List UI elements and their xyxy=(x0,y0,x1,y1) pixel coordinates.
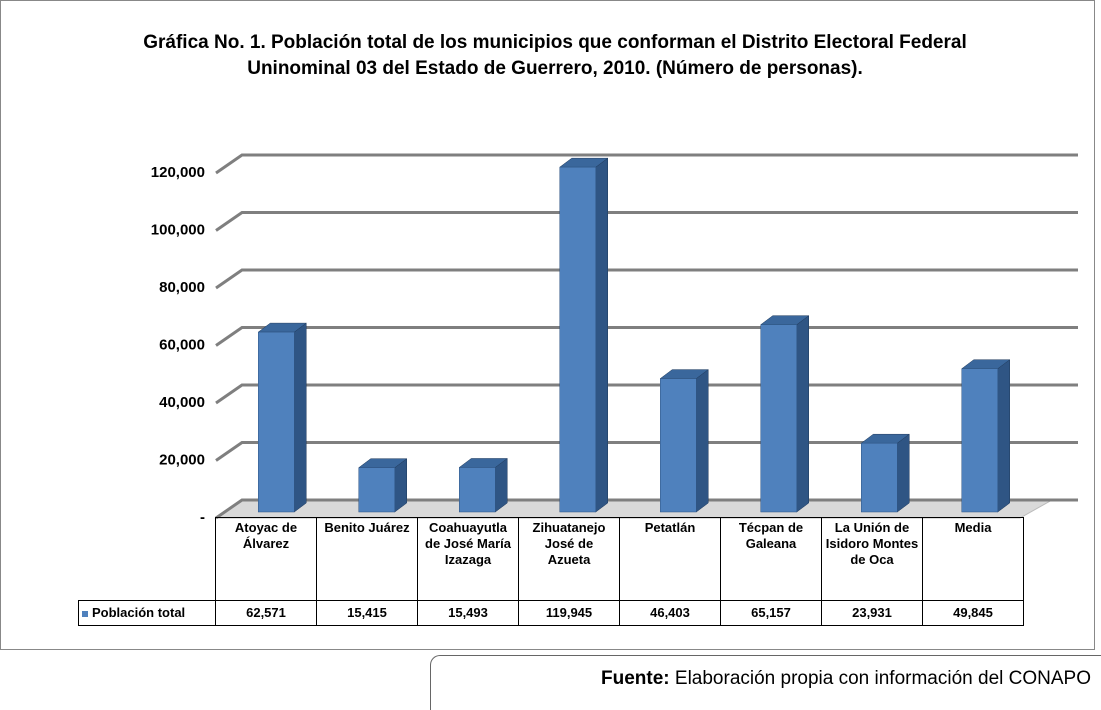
category-cell: Petatlán xyxy=(619,517,721,601)
y-tick-label: 20,000 xyxy=(159,451,205,468)
bar-side xyxy=(294,322,307,513)
source-text: Elaboración propia con información del C… xyxy=(674,668,1091,689)
value-cell: 23,931 xyxy=(821,600,923,626)
bar xyxy=(660,378,697,513)
bar-side xyxy=(796,315,809,513)
blank-cell xyxy=(79,518,216,601)
grid-line xyxy=(215,326,1078,347)
value-cell: 119,945 xyxy=(518,600,620,626)
bar xyxy=(961,368,998,513)
category-cell: Zihuatanejo José de Azueta xyxy=(518,517,620,601)
value-cell: 65,157 xyxy=(720,600,822,626)
category-cell: Técpan de Galeana xyxy=(720,517,822,601)
value-cell: 15,493 xyxy=(417,600,519,626)
bar xyxy=(459,467,496,513)
bar xyxy=(760,324,797,513)
y-tick-label: 120,000 xyxy=(151,164,205,181)
value-cell: 46,403 xyxy=(619,600,721,626)
chart-title: Gráfica No. 1. Población total de los mu… xyxy=(143,32,967,79)
bar xyxy=(258,331,295,513)
y-tick-label: 60,000 xyxy=(159,336,205,353)
bar-side xyxy=(595,157,608,513)
bar-side xyxy=(394,458,407,513)
bar-side xyxy=(997,359,1010,513)
value-cell: 49,845 xyxy=(922,600,1024,626)
category-cell: Media xyxy=(922,517,1024,601)
value-row: Población total 62,571 15,415 15,493 119,945… xyxy=(78,600,1024,626)
grid-line xyxy=(215,268,1078,290)
bar-side xyxy=(495,457,508,513)
grid-line xyxy=(215,211,1078,232)
value-cell: 15,415 xyxy=(316,600,418,626)
bar-side xyxy=(696,369,709,513)
value-cell: 62,571 xyxy=(215,600,317,626)
y-tick-label: 100,000 xyxy=(151,221,205,238)
bar xyxy=(358,467,395,513)
category-cell: Benito Juárez xyxy=(316,517,418,601)
bar-side xyxy=(897,433,910,513)
header-row: Atoyac de Álvarez Benito Juárez Coahuayutl… xyxy=(79,517,1024,601)
category-cell: La Unión de Isidoro Montes de Oca xyxy=(821,517,923,601)
chart-frame xyxy=(0,0,1095,650)
legend-swatch xyxy=(82,610,88,617)
category-cell: Atoyac de Álvarez xyxy=(215,517,317,601)
legend-cell: Población total xyxy=(78,600,216,626)
source-label: Fuente: xyxy=(601,668,670,689)
y-tick-label: - xyxy=(200,509,205,526)
y-tick-label: 80,000 xyxy=(159,279,205,296)
grid-line xyxy=(215,383,1078,405)
y-tick-label: 40,000 xyxy=(159,394,205,411)
grid-line xyxy=(215,441,1078,462)
bar xyxy=(559,166,596,513)
grid-line xyxy=(215,153,1078,175)
category-cell: Coahuayutla de José María Izazaga xyxy=(417,517,519,601)
data-table: Atoyac de Álvarez Benito Juárez Coahuayutl… xyxy=(78,517,1024,626)
legend-label: Población total xyxy=(92,605,186,620)
floor xyxy=(214,499,1054,519)
bar xyxy=(861,442,898,513)
source-box: Fuente: Elaboración propia con informaci… xyxy=(430,655,1101,710)
